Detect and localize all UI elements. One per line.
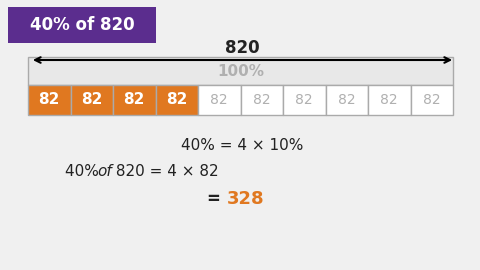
Text: of: of	[97, 164, 112, 180]
Text: 82: 82	[423, 93, 441, 107]
Text: =: =	[207, 190, 227, 208]
Bar	[368, 85, 410, 115]
Text: 820: 820	[225, 39, 259, 57]
Bar	[28, 85, 71, 115]
Text: 82: 82	[338, 93, 356, 107]
Bar	[325, 85, 368, 115]
Text: 82: 82	[295, 93, 313, 107]
Text: 40% = 4 × 10%: 40% = 4 × 10%	[181, 137, 303, 153]
Text: 82: 82	[38, 93, 60, 107]
Text: 100%: 100%	[217, 63, 264, 79]
Text: 820 = 4 × 82: 820 = 4 × 82	[111, 164, 218, 180]
Text: 82: 82	[166, 93, 187, 107]
Bar	[113, 85, 156, 115]
Bar	[198, 85, 240, 115]
Bar	[28, 57, 453, 85]
Text: 82: 82	[381, 93, 398, 107]
Text: 40% ​of​ 820: 40% ​of​ 820	[30, 16, 134, 34]
Text: 82: 82	[210, 93, 228, 107]
Text: 328: 328	[227, 190, 264, 208]
Bar	[410, 85, 453, 115]
Text: 82: 82	[123, 93, 145, 107]
Bar	[240, 85, 283, 115]
Text: 40%: 40%	[65, 164, 104, 180]
Bar	[71, 85, 113, 115]
Bar	[283, 85, 325, 115]
Text: 82: 82	[81, 93, 102, 107]
Text: 82: 82	[253, 93, 271, 107]
Bar	[156, 85, 198, 115]
Bar	[8, 7, 156, 43]
